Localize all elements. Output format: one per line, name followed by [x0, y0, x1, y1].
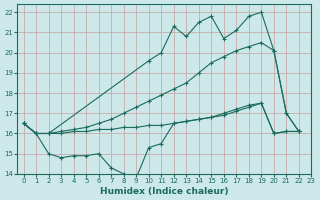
- X-axis label: Humidex (Indice chaleur): Humidex (Indice chaleur): [100, 187, 228, 196]
